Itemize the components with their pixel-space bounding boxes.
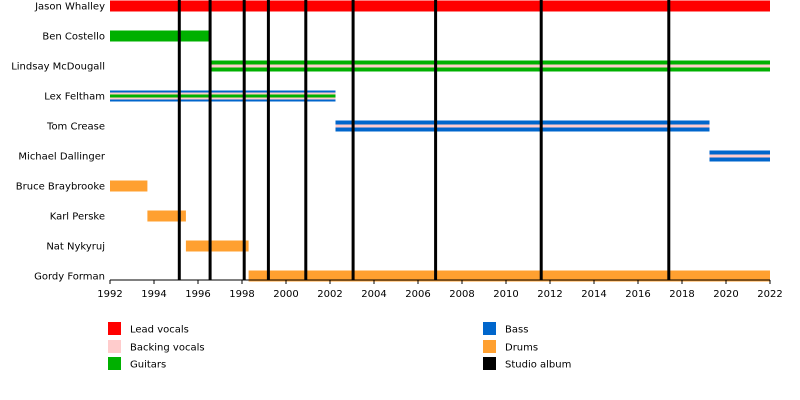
x-tick-label-1992: 1992: [97, 289, 122, 300]
x-tick-label-2004: 2004: [361, 289, 386, 300]
legend: Lead vocals Backing vocals Guitars Bass Drum…: [108, 322, 571, 371]
x-tick-label-2012: 2012: [537, 289, 562, 300]
member-bar-karl-perske: [147, 210, 186, 222]
legend-swatch-bass: [483, 322, 496, 335]
legend-label-backing-vocals: Backing vocals: [130, 343, 205, 354]
x-tick-label-1996: 1996: [185, 289, 210, 300]
member-bars: [110, 0, 771, 282]
member-bar-lex-feltham: [110, 90, 336, 102]
x-tick-label-1994: 1994: [141, 289, 166, 300]
x-axis: 1992 1994 1996 1998 2000 2002 2004 2006 2008 2010…: [97, 279, 783, 300]
x-tick-label-2002: 2002: [317, 289, 342, 300]
legend-item-guitars: Guitars: [108, 357, 166, 371]
x-tick-label-2016: 2016: [625, 289, 650, 300]
x-tick-label-2022: 2022: [757, 289, 782, 300]
member-label-nat-nykyruj: Nat Nykyruj: [46, 242, 105, 253]
member-labels: Jason Whalley Ben Costello Lindsay McDouga…: [11, 2, 106, 283]
legend-swatch-backing-vocals: [108, 340, 121, 353]
member-label-ben-costello: Ben Costello: [42, 32, 105, 43]
x-tick-label-2018: 2018: [669, 289, 694, 300]
member-bar-tom-crease: [335, 120, 710, 132]
legend-item-lead-vocals: Lead vocals: [108, 322, 189, 336]
member-label-bruce-braybrooke: Bruce Braybrooke: [16, 182, 105, 193]
legend-swatch-guitars: [108, 357, 121, 370]
legend-item-studio-album: Studio album: [483, 357, 571, 371]
member-bar-jason-whalley: [110, 0, 770, 12]
member-bar-gordy-forman: [248, 270, 771, 282]
legend-item-drums: Drums: [483, 340, 538, 354]
x-tick-label-2008: 2008: [449, 289, 474, 300]
member-label-jason-whalley: Jason Whalley: [34, 2, 105, 13]
x-tick-label-2006: 2006: [405, 289, 430, 300]
legend-swatch-lead-vocals: [108, 322, 121, 335]
legend-label-guitars: Guitars: [130, 360, 166, 371]
legend-label-lead-vocals: Lead vocals: [130, 325, 189, 336]
x-tick-label-2000: 2000: [273, 289, 298, 300]
member-label-tom-crease: Tom Crease: [46, 122, 105, 133]
member-bar-nat-nykyruj: [185, 240, 249, 252]
x-tick-label-2010: 2010: [493, 289, 518, 300]
legend-swatch-drums: [483, 340, 496, 353]
x-tick-label-2014: 2014: [581, 289, 606, 300]
member-label-michael-dallinger: Michael Dallinger: [18, 152, 105, 163]
legend-label-studio-album: Studio album: [505, 360, 571, 371]
member-bar-ben-costello: [110, 30, 211, 42]
x-tick-label-2020: 2020: [713, 289, 738, 300]
member-label-karl-perske: Karl Perske: [50, 212, 105, 223]
legend-item-bass: Bass: [483, 322, 528, 336]
legend-swatch-studio-album: [483, 357, 496, 370]
member-label-lex-feltham: Lex Feltham: [44, 92, 105, 103]
legend-label-bass: Bass: [505, 325, 528, 336]
x-tick-label-1998: 1998: [229, 289, 254, 300]
member-bar-lindsay-mcdougall: [210, 60, 771, 72]
legend-item-backing-vocals: Backing vocals: [108, 340, 205, 354]
member-bar-michael-dallinger: [709, 150, 770, 162]
member-label-lindsay-mcdougall: Lindsay McDougall: [11, 62, 105, 73]
member-bar-bruce-braybrooke: [110, 180, 148, 192]
member-label-gordy-forman: Gordy Forman: [34, 272, 105, 283]
legend-label-drums: Drums: [505, 343, 538, 354]
studio-album-lines: [177, 0, 671, 280]
